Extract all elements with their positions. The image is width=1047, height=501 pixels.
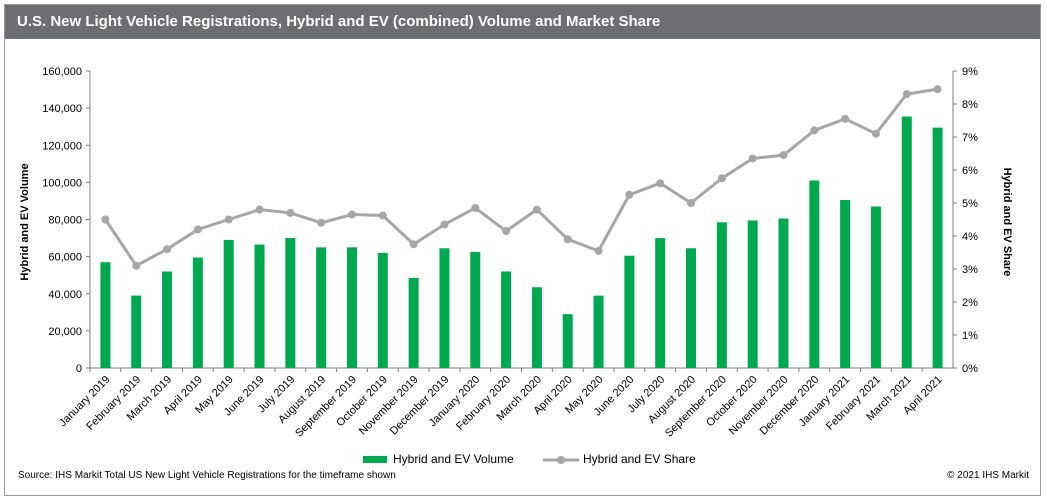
copyright-note: © 2021 IHS Markit — [947, 470, 1029, 481]
bar-volume — [223, 239, 234, 368]
right-axis-tick-label: 4% — [962, 231, 978, 243]
point-share — [502, 227, 511, 236]
right-axis-title: Hybrid and EV Share — [1001, 168, 1013, 277]
point-share — [224, 215, 233, 224]
bar-volume — [501, 271, 512, 368]
bar-volume — [377, 252, 388, 368]
left-axis-tick-label: 60,000 — [48, 252, 82, 264]
point-share — [748, 154, 757, 163]
chart-frame: U.S. New Light Vehicle Registrations, Hy… — [4, 4, 1041, 496]
bars-group — [100, 116, 943, 369]
point-share — [687, 199, 696, 207]
point-share — [594, 246, 603, 255]
point-share — [871, 129, 880, 138]
bar-volume — [747, 220, 758, 368]
right-axis-tick-label: 1% — [962, 330, 978, 342]
x-axis-tick-label: February 2021 — [824, 374, 883, 433]
bar-volume — [192, 257, 203, 368]
right-axis-tick-label: 7% — [962, 132, 978, 144]
bar-volume — [162, 271, 173, 368]
point-share — [255, 205, 264, 214]
legend-item-volume: Hybrid and EV Volume — [363, 452, 514, 466]
bar-volume — [439, 248, 450, 368]
right-axis-tick-label: 5% — [962, 198, 978, 210]
bar-volume — [131, 295, 142, 368]
point-share — [317, 218, 326, 227]
point-share — [440, 220, 449, 229]
left-axis-tick-label: 20,000 — [48, 326, 82, 338]
bar-volume — [100, 262, 111, 368]
left-axis-tick-label: 160,000 — [42, 66, 82, 78]
bar-volume — [932, 127, 943, 368]
left-axis-tick-label: 80,000 — [48, 215, 82, 227]
source-note: Source: IHS Markit Total US New Light Ve… — [18, 470, 396, 481]
point-share — [902, 90, 911, 99]
bar-volume — [562, 314, 573, 368]
point-share — [841, 114, 850, 123]
legend-swatch-bar — [363, 456, 387, 464]
bar-volume — [346, 247, 357, 368]
bar-volume — [809, 180, 820, 368]
legend-swatch-line — [543, 455, 579, 464]
right-axis-tick-label: 8% — [962, 99, 978, 111]
point-share — [532, 205, 541, 214]
line-group — [101, 85, 942, 270]
right-axis-tick-label: 3% — [962, 264, 978, 276]
point-share — [101, 215, 110, 224]
point-share — [563, 235, 572, 244]
bar-volume — [408, 277, 419, 368]
left-axis-tick-label: 40,000 — [48, 289, 82, 301]
bar-volume — [593, 295, 604, 368]
right-axis-tick-label: 2% — [962, 297, 978, 309]
bar-volume — [901, 116, 912, 369]
bar-volume — [686, 248, 697, 368]
right-axis-tick-label: 9% — [962, 66, 978, 78]
point-share — [347, 210, 356, 219]
left-axis-title: Hybrid and EV Volume — [19, 163, 31, 280]
right-axis-tick-label: 6% — [962, 165, 978, 177]
bar-volume — [778, 218, 789, 368]
legend-label-share: Hybrid and EV Share — [583, 452, 696, 466]
chart-title: U.S. New Light Vehicle Registrations, Hy… — [5, 5, 1040, 39]
bar-volume — [716, 222, 727, 368]
legend-item-share: Hybrid and EV Share — [543, 452, 696, 466]
legend-label-volume: Hybrid and EV Volume — [393, 452, 514, 466]
point-share — [471, 203, 480, 212]
point-share — [717, 174, 726, 183]
bar-volume — [316, 247, 327, 368]
bar-volume — [254, 244, 265, 368]
bar-volume — [624, 255, 635, 368]
bar-volume — [285, 238, 296, 368]
point-share — [656, 179, 665, 188]
point-share — [810, 126, 819, 135]
x-axis-tick-label: February 2019 — [84, 374, 143, 433]
left-axis-tick-label: 0 — [76, 363, 82, 375]
bar-volume — [655, 238, 666, 368]
bar-volume — [531, 287, 542, 368]
point-share — [409, 240, 418, 249]
x-axis-tick-label: February 2020 — [454, 374, 513, 433]
left-axis-tick-label: 120,000 — [42, 140, 82, 152]
left-axis-tick-label: 140,000 — [42, 103, 82, 115]
bar-volume — [840, 200, 851, 368]
line-share — [104, 87, 938, 268]
point-share — [933, 85, 942, 94]
point-share — [378, 211, 387, 220]
point-share — [625, 190, 634, 199]
point-share — [132, 261, 141, 270]
right-axis-tick-label: 0% — [962, 363, 978, 375]
point-share — [779, 151, 788, 160]
bar-volume — [470, 251, 481, 368]
left-axis-tick-label: 100,000 — [42, 177, 82, 189]
point-share — [163, 245, 172, 254]
bar-volume — [870, 206, 881, 368]
point-share — [193, 225, 202, 234]
point-share — [286, 208, 295, 217]
